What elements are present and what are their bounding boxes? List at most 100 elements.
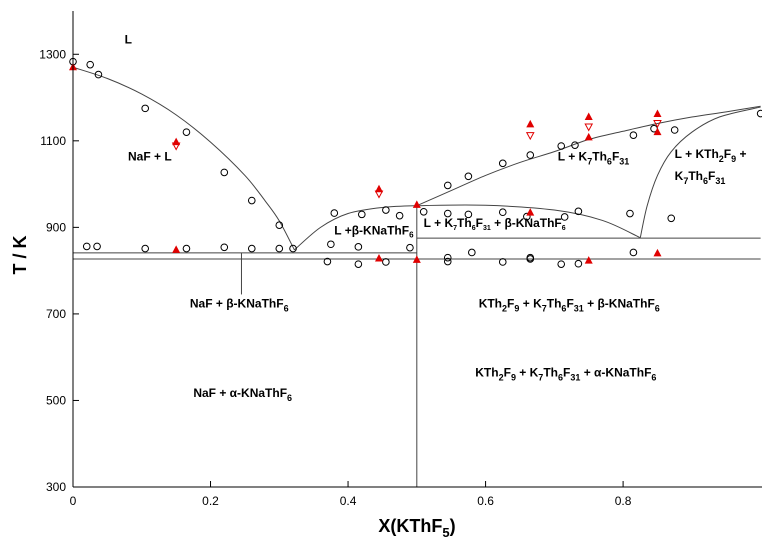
region-label-7: NaF + β-KNaThF6 — [190, 296, 289, 313]
data-point-filled-triangle-13 — [653, 127, 662, 136]
data-point-open-circle-4 — [182, 128, 191, 136]
axes — [72, 11, 762, 488]
data-point-open-circle-11 — [182, 244, 191, 253]
data-point-open-circle-50 — [498, 258, 507, 266]
data-point-open-triangle-down-2 — [525, 132, 535, 141]
y-tick-label: 500 — [46, 393, 66, 407]
data-point-open-circle-34 — [571, 141, 579, 149]
data-point-filled-triangle-9 — [584, 112, 593, 121]
x-tick-label: 0.8 — [615, 494, 632, 508]
data-point-filled-triangle-12 — [653, 109, 662, 117]
data-point-open-circle-40 — [354, 243, 363, 251]
data-point-open-circle-18 — [382, 206, 390, 214]
data-point-filled-triangle-14 — [653, 248, 662, 257]
data-point-open-circle-15 — [289, 244, 297, 253]
axis-ticks: 0 0.2 0.4 0.6 0.8 300 500 700 900 1100 1300 — [39, 47, 631, 508]
data-point-open-circle-33 — [557, 142, 566, 150]
data-point-open-circle-38 — [756, 109, 762, 118]
region-label-10: NaF + α-KNaThF6 — [193, 386, 292, 403]
phase-line-3 — [639, 106, 761, 238]
y-tick-label: 1300 — [39, 47, 66, 61]
data-point-open-circle-35 — [629, 131, 638, 139]
data-point-open-circle-9 — [93, 242, 101, 251]
data-point-open-circle-53 — [574, 259, 583, 268]
region-label-5: L + KTh2F9 + — [675, 147, 747, 164]
data-point-open-circle-39 — [327, 240, 335, 249]
data-point-filled-triangle-10 — [584, 132, 593, 141]
y-tick-label: 700 — [46, 307, 66, 321]
data-point-open-circle-43 — [468, 248, 476, 257]
data-point-filled-triangle-3 — [374, 184, 383, 193]
region-label-2: L +β-KNaThF6 — [334, 223, 414, 239]
data-point-open-circle-49 — [443, 257, 452, 266]
data-point-open-circle-7 — [275, 221, 284, 229]
data-point-open-circle-28 — [667, 214, 676, 223]
data-point-filled-triangle-11 — [584, 256, 593, 264]
data-point-open-circle-47 — [354, 260, 363, 268]
x-axis-label: X(KThF5) — [378, 516, 455, 538]
region-label-0: L — [125, 32, 132, 46]
data-point-filled-triangle-8 — [526, 208, 535, 216]
data-point-open-circle-10 — [141, 244, 150, 253]
data-point-open-circle-14 — [275, 244, 284, 253]
x-tick-label: 0.6 — [477, 494, 494, 508]
region-label-8: KTh2F9 + K7Th6F31 + β-KNaThF6 — [479, 296, 660, 313]
data-point-open-circle-24 — [523, 212, 531, 221]
data-point-open-circle-51 — [526, 255, 535, 263]
data-point-open-circle-6 — [247, 196, 256, 205]
data-point-open-circle-2 — [94, 70, 103, 79]
data-point-open-circle-52 — [557, 260, 566, 268]
data-point-open-circle-46 — [323, 257, 332, 266]
region-label-3: L + K7Th6F31 + β-KNaThF6 — [424, 216, 566, 232]
y-tick-label: 1100 — [40, 134, 66, 148]
data-point-open-circle-1 — [86, 60, 94, 69]
region-label-1: NaF + L — [128, 149, 172, 163]
data-point-filled-triangle-7 — [526, 119, 535, 128]
region-labels: L NaF + L L +β-KNaThF6 L + K7Th6F31 + β-KNa… — [125, 32, 747, 403]
region-label-4: L + K7Th6F31 — [558, 149, 630, 166]
data-point-filled-triangle-5 — [412, 200, 421, 208]
data-point-open-circle-3 — [141, 104, 150, 113]
data-point-filled-triangle-4 — [374, 254, 383, 262]
region-label-6: K7Th6F31 — [675, 169, 726, 186]
data-point-filled-triangle-2 — [172, 245, 181, 253]
data-point-open-circle-26 — [574, 207, 583, 216]
data-point-open-circle-22 — [464, 210, 473, 219]
data-point-open-circle-30 — [464, 172, 473, 181]
y-tick-label: 300 — [46, 480, 66, 494]
x-tick-label: 0.4 — [340, 494, 357, 508]
data-point-open-circle-8 — [82, 242, 91, 251]
phase-line-0 — [72, 66, 295, 251]
data-point-open-circle-21 — [443, 209, 452, 218]
data-point-open-circle-19 — [395, 211, 404, 220]
data-point-open-circle-12 — [220, 243, 229, 252]
y-tick-label: 900 — [46, 220, 66, 234]
y-axis-label: T / K — [10, 236, 30, 275]
data-point-open-circle-29 — [443, 181, 452, 190]
data-point-open-circle-5 — [220, 168, 229, 177]
data-point-open-circle-23 — [498, 208, 507, 217]
data-point-filled-triangle-6 — [412, 255, 421, 263]
data-point-open-circle-27 — [626, 209, 634, 218]
data-point-open-circle-13 — [247, 244, 256, 253]
data-point-open-circle-25 — [560, 213, 569, 221]
data-point-open-triangle-down-1 — [374, 190, 384, 199]
data-points — [69, 57, 762, 268]
data-point-open-circle-37 — [670, 126, 679, 134]
region-label-9: KTh2F9 + K7Th6F31 + α-KNaThF6 — [475, 366, 656, 383]
data-point-open-circle-32 — [526, 151, 535, 159]
x-tick-label: 0 — [70, 494, 77, 508]
data-point-open-circle-42 — [443, 253, 452, 262]
data-point-open-triangle-down-0 — [171, 142, 181, 151]
data-point-open-circle-20 — [419, 207, 428, 216]
data-point-open-circle-17 — [358, 210, 366, 219]
x-tick-label: 0.2 — [202, 494, 219, 508]
data-point-open-circle-45 — [629, 248, 638, 257]
data-point-open-circle-31 — [498, 159, 507, 168]
data-point-open-circle-48 — [382, 258, 390, 266]
data-point-open-circle-16 — [330, 209, 339, 217]
data-point-open-triangle-down-4 — [653, 120, 662, 129]
data-point-open-triangle-down-3 — [584, 123, 594, 132]
data-point-open-circle-41 — [406, 243, 414, 252]
